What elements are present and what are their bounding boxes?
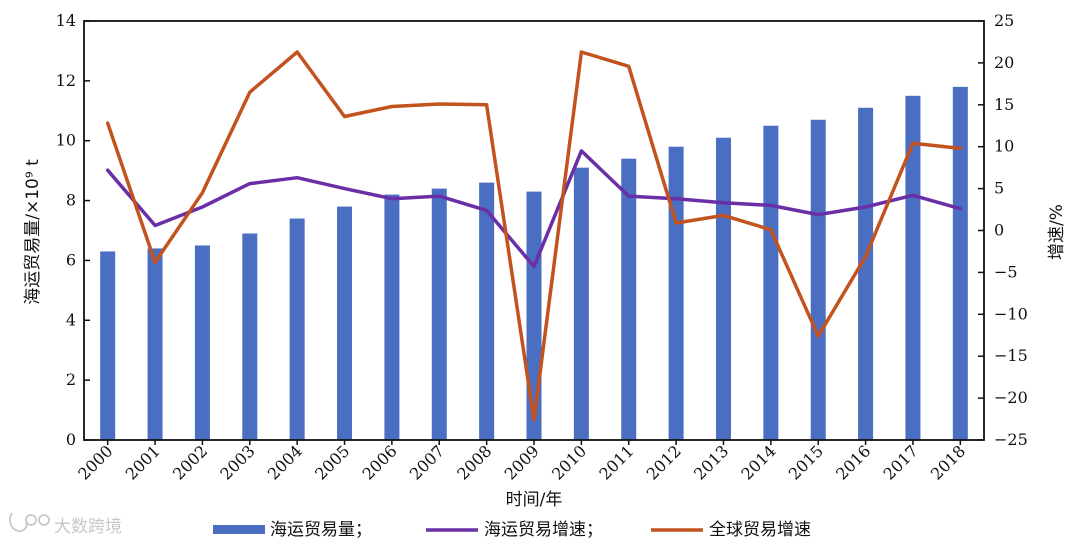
bar-2014 xyxy=(763,125,779,440)
x-axis: 2000 2001 2002 2003 2004 2005 2006 2007 2008 2009… xyxy=(74,440,969,484)
x-tick-label: 2002 xyxy=(169,441,211,483)
x-tick-label: 2012 xyxy=(643,441,685,483)
bar-2000 xyxy=(100,251,116,440)
bar-2004 xyxy=(289,218,305,440)
left-tick-label: 2 xyxy=(66,370,76,389)
bar-2009 xyxy=(526,191,542,440)
x-tick-label: 2010 xyxy=(548,441,590,483)
left-tick-label: 6 xyxy=(66,250,76,269)
left-tick-label: 12 xyxy=(56,71,76,90)
x-tick-label: 2007 xyxy=(406,441,448,483)
x-tick-label: 2017 xyxy=(880,441,922,483)
right-tick-label: 10 xyxy=(994,137,1014,156)
x-tick-label: 2005 xyxy=(311,441,353,483)
left-tick-label: 10 xyxy=(56,131,76,150)
bar-2011 xyxy=(621,158,637,440)
right-axis: −25 −20 −15 −10 −5 0 5 10 15 20 25 xyxy=(978,11,1028,449)
left-axis-title: 海运贸易量/×10⁹ t xyxy=(23,159,43,305)
bar-2006 xyxy=(384,194,400,440)
bar-2005 xyxy=(337,206,353,440)
x-tick-label: 2018 xyxy=(927,441,969,483)
bar-2007 xyxy=(431,188,447,440)
watermark: 大数跨境 xyxy=(9,512,122,537)
line-series-2 xyxy=(105,50,963,422)
right-tick-label: −10 xyxy=(994,304,1028,323)
left-tick-label: 4 xyxy=(66,310,76,329)
legend-label-line-2: 全球贸易增速 xyxy=(709,520,811,540)
right-tick-label: 25 xyxy=(994,11,1014,30)
legend-label-line-1: 海运贸易增速； xyxy=(484,520,603,540)
right-tick-label: −25 xyxy=(994,430,1028,449)
x-tick-label: 2014 xyxy=(737,441,779,483)
x-tick-label: 2001 xyxy=(122,441,164,483)
bar-2008 xyxy=(479,182,495,440)
right-tick-label: −15 xyxy=(994,346,1028,365)
x-tick-label: 2013 xyxy=(690,441,732,483)
legend-label-bar: 海运贸易量； xyxy=(270,520,372,540)
watermark-text: 大数跨境 xyxy=(54,517,122,537)
right-tick-label: 15 xyxy=(994,95,1014,114)
bar-2015 xyxy=(810,119,826,440)
x-tick-label: 2008 xyxy=(453,441,495,483)
bar-2017 xyxy=(905,95,921,441)
left-axis: 0 2 4 6 8 10 12 14 xyxy=(56,11,90,449)
x-tick-label: 2015 xyxy=(785,441,827,483)
right-tick-label: 5 xyxy=(994,179,1004,198)
x-axis-title: 时间/年 xyxy=(506,490,563,510)
bar-series-layer xyxy=(100,86,968,441)
bar-2016 xyxy=(858,107,874,441)
legend: 海运贸易量； 海运贸易增速； 全球贸易增速 xyxy=(213,520,811,540)
right-tick-label: 0 xyxy=(994,221,1004,240)
left-tick-label: 8 xyxy=(66,191,76,210)
bar-2013 xyxy=(715,137,731,440)
left-tick-label: 0 xyxy=(66,430,76,449)
x-tick-label: 2003 xyxy=(216,441,258,483)
x-tick-label: 2016 xyxy=(832,441,874,483)
x-tick-label: 2011 xyxy=(595,441,637,483)
right-tick-label: −5 xyxy=(994,262,1018,281)
bar-2010 xyxy=(573,167,589,440)
x-tick-label: 2006 xyxy=(358,441,400,483)
legend-swatch-bar xyxy=(213,525,265,534)
x-tick-label: 2000 xyxy=(74,441,116,483)
left-tick-label: 14 xyxy=(56,11,76,30)
x-tick-label: 2004 xyxy=(264,441,306,483)
bar-2018 xyxy=(952,86,968,440)
bar-2012 xyxy=(668,146,684,440)
bar-2002 xyxy=(194,245,210,440)
bar-2001 xyxy=(147,248,163,440)
line-series-layer xyxy=(105,50,963,422)
brand-logo-icon xyxy=(9,512,50,533)
x-tick-label: 2009 xyxy=(501,441,543,483)
right-axis-title: 增速/% xyxy=(1047,204,1067,260)
right-tick-label: 20 xyxy=(994,53,1014,72)
bar-2003 xyxy=(242,233,258,440)
right-tick-label: −20 xyxy=(994,388,1028,407)
line-series-1 xyxy=(105,149,963,269)
